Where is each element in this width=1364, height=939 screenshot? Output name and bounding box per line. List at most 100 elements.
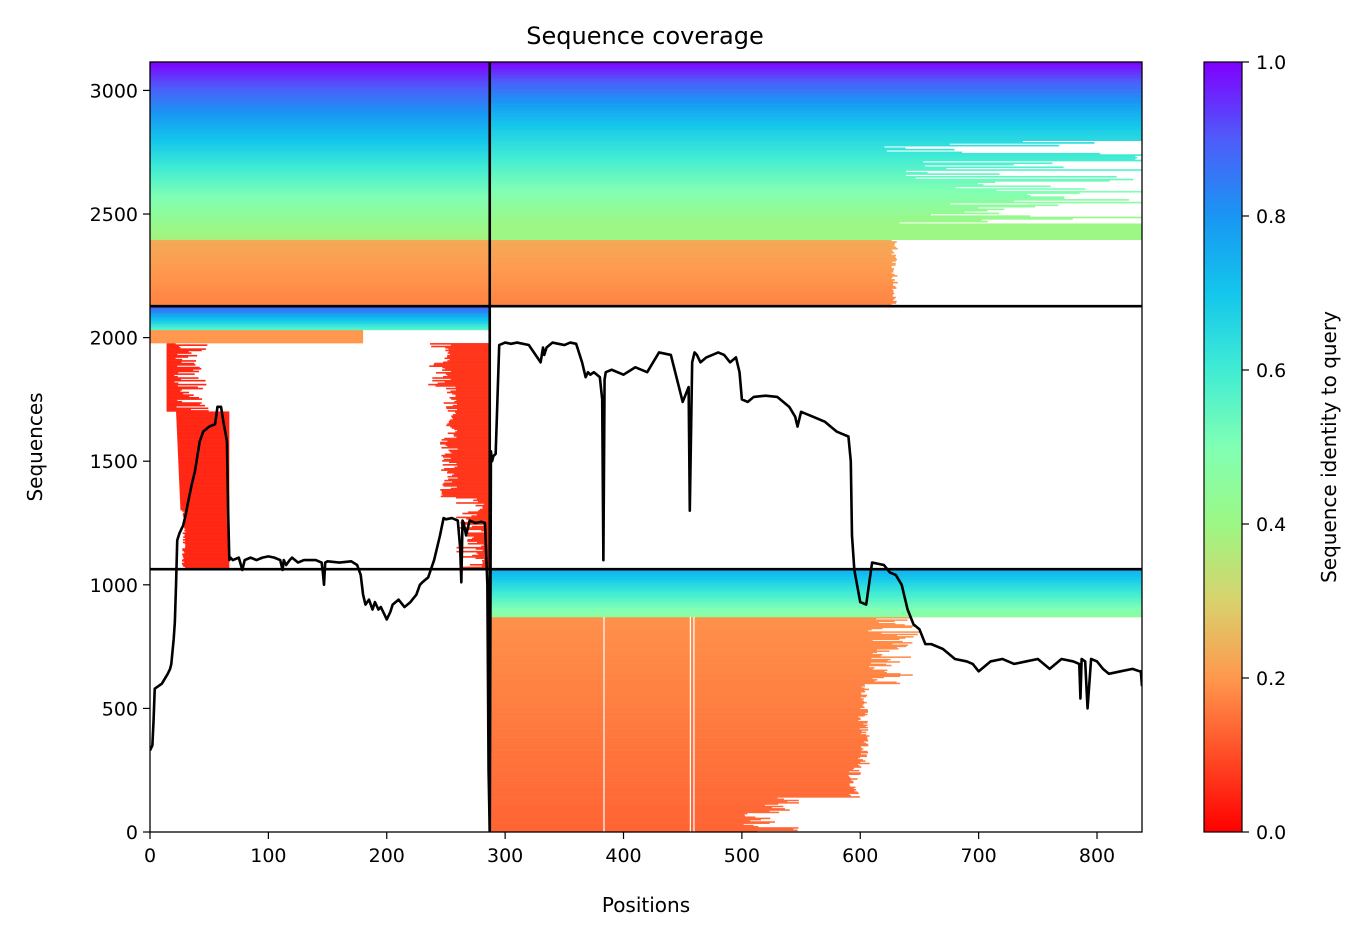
heatmap-block-top-left-band (150, 294, 490, 296)
heatmap-block-middle-left-band (180, 500, 230, 503)
heatmap-block-top-left-band (150, 277, 490, 280)
heatmap-block-middle-left-band (450, 378, 490, 381)
heatmap-block-middle-left-band (184, 529, 230, 532)
heatmap-block-middle-left-band (179, 478, 230, 481)
heatmap-block-top-left-band (150, 204, 490, 207)
heatmap-block-bottom-right-band (489, 655, 881, 657)
heatmap-block-middle-left-band (447, 432, 490, 435)
heatmap-block-top-right-band (489, 85, 1142, 87)
heatmap-block-bottom-right-band (489, 720, 868, 723)
heatmap-block-middle-left-band (185, 566, 230, 569)
heatmap-block-middle-left-band (150, 331, 364, 333)
heatmap-block-middle-left-band (455, 389, 490, 391)
heatmap-gap-column (603, 616, 605, 832)
heatmap-block-middle-left-band (176, 415, 230, 417)
heatmap-block-bottom-right-band (489, 755, 867, 758)
heatmap-block-middle-left-band (183, 519, 230, 521)
heatmap-block-middle-left-band (166, 358, 183, 361)
heatmap-block-bottom-right-band (489, 662, 872, 664)
heatmap-block-top-right-band (489, 243, 895, 246)
heatmap-block-top-left-band (150, 72, 490, 75)
heatmap-block-middle-left-band (454, 400, 490, 403)
heatmap-block-top-left-band (150, 120, 490, 122)
heatmap-block-middle-left-band (450, 344, 490, 346)
heatmap-block-middle-left-band (466, 517, 490, 520)
heatmap-block-middle-left-band (166, 346, 181, 349)
heatmap-block-middle-left-band (447, 445, 490, 448)
heatmap-block-top-right-band (489, 237, 1142, 239)
heatmap-block-top-left-band (150, 66, 490, 68)
heatmap-block-middle-left-band (450, 419, 490, 421)
heatmap-block-top-right-band (489, 226, 1142, 228)
heatmap-block-middle-left-band (150, 310, 490, 312)
heatmap-block-top-left-band (150, 216, 490, 219)
heatmap-block-top-left-band (150, 199, 490, 201)
heatmap-block-bottom-right-band (489, 781, 854, 784)
heatmap-block-middle-left-band (449, 358, 490, 361)
heatmap-block-middle-left-band (442, 369, 490, 371)
heatmap-block-top-left-band (150, 235, 490, 238)
heatmap-block-top-right-band (489, 249, 892, 251)
heatmap-block-top-left-band (150, 197, 490, 200)
heatmap-block-top-right-band (489, 245, 895, 247)
heatmap-block-middle-left-band (166, 402, 202, 404)
heatmap-block-bottom-right-band (489, 768, 853, 771)
heatmap-block-top-left-band (150, 93, 490, 95)
heatmap-block-bottom-right-band (489, 596, 1142, 599)
heatmap-block-middle-left-band (166, 406, 177, 408)
heatmap-block-middle-left-band (150, 337, 364, 340)
heatmap-block-top-right-band (489, 158, 1136, 160)
heatmap-block-top-right-band (489, 235, 1142, 238)
heatmap-block-middle-left-band (432, 379, 490, 382)
heatmap-block-top-left-band (150, 154, 490, 156)
x-axis-label: Positions (602, 893, 690, 917)
heatmap-block-bottom-right-band (489, 804, 765, 807)
heatmap-block-bottom-right-band (489, 579, 1142, 582)
heatmap-block-middle-left-band (448, 421, 490, 424)
heatmap-block-middle-left-band (470, 519, 490, 521)
heatmap-block-middle-left-band (166, 353, 178, 356)
heatmap-block-top-left-band (150, 264, 490, 266)
heatmap-block-middle-left-band (454, 466, 490, 469)
heatmap-block-middle-left-band (177, 448, 230, 450)
heatmap-block-top-left-band (150, 302, 490, 304)
heatmap-block-top-right-band (489, 205, 1035, 208)
heatmap-block-top-left-band (150, 211, 490, 213)
heatmap-block-bottom-right-band (489, 599, 1142, 601)
heatmap-block-middle-left-band (150, 323, 490, 325)
heatmap-block-bottom-right-band (489, 665, 870, 668)
heatmap-block-top-left-band (150, 289, 490, 292)
heatmap-block-middle-left-band (442, 460, 490, 462)
heatmap-block-top-right-band (489, 254, 897, 257)
heatmap-block-middle-left-band (179, 490, 230, 492)
heatmap-block-top-right-band (489, 147, 906, 150)
heatmap-block-top-left-band (150, 152, 490, 155)
heatmap-block-middle-left-band (177, 442, 230, 445)
heatmap-block-top-left-band (150, 238, 490, 241)
heatmap-block-middle-left-band (182, 541, 230, 544)
heatmap-block-middle-left-band (182, 558, 230, 561)
heatmap-block-middle-left-band (150, 315, 490, 318)
heatmap-block-middle-left-band (177, 452, 230, 454)
heatmap-block-middle-left-band (467, 542, 490, 545)
heatmap-block-middle-left-band (150, 333, 364, 336)
heatmap-block-bottom-right-band (489, 637, 906, 639)
heatmap-block-bottom-right-band (489, 631, 920, 633)
heatmap-block-middle-left-band (453, 473, 490, 475)
heatmap-block-middle-left-band (455, 496, 490, 499)
colorbar-tick-label: 0.6 (1256, 360, 1286, 382)
heatmap-block-bottom-right-band (489, 660, 888, 662)
heatmap-block-middle-left-band (440, 495, 490, 498)
heatmap-block-middle-left-band (443, 402, 490, 404)
heatmap-block-top-left-band (150, 242, 490, 245)
heatmap-block-top-right-band (489, 175, 1117, 178)
heatmap-block-top-right-band (489, 99, 1142, 102)
heatmap-block-bottom-right-band (489, 769, 860, 772)
heatmap-block-top-left-band (150, 106, 490, 109)
heatmap-block-bottom-right-band (489, 700, 865, 703)
heatmap-block-middle-left-band (484, 531, 490, 533)
heatmap-block-bottom-right-band (489, 760, 866, 762)
heatmap-block-middle-left-band (178, 473, 230, 475)
heatmap-block-top-left-band (150, 268, 490, 270)
heatmap-block-top-right-band (489, 192, 1080, 194)
